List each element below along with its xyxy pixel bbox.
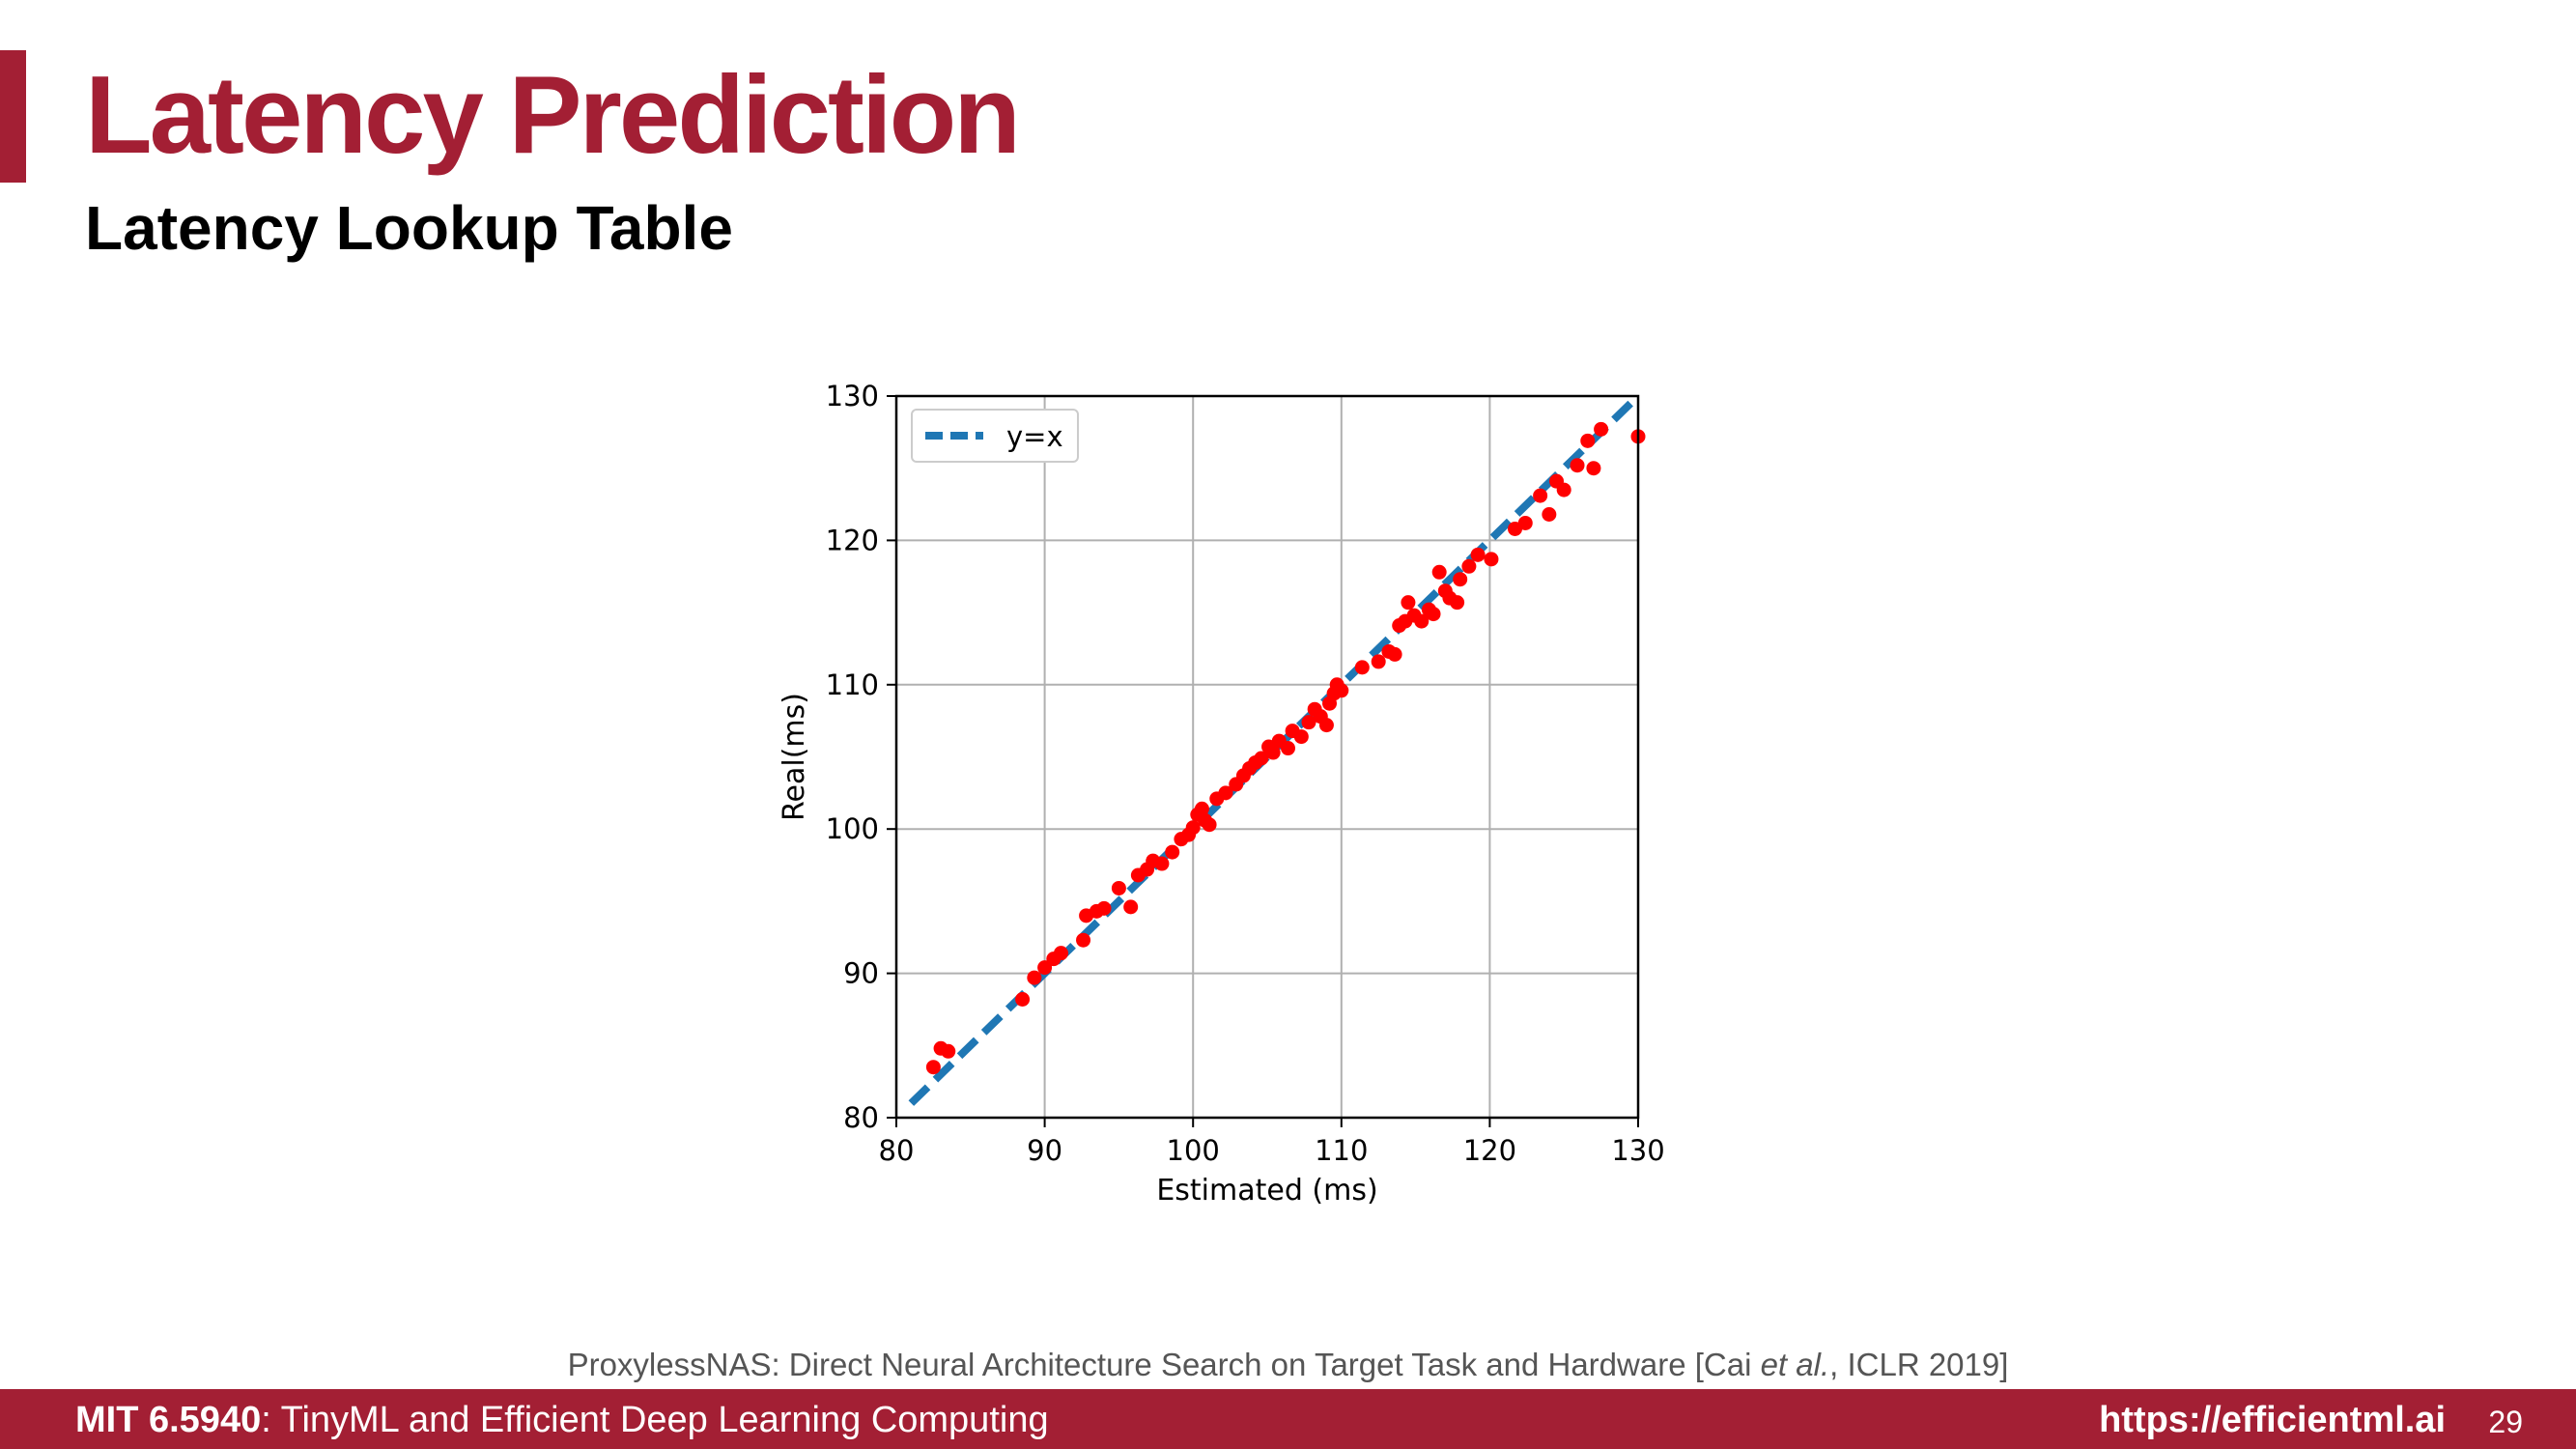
data-point <box>1594 421 1609 437</box>
data-point <box>1533 488 1548 503</box>
data-point <box>1111 880 1126 895</box>
slide-subtitle: Latency Lookup Table <box>85 193 733 263</box>
data-point <box>1371 654 1386 669</box>
citation-text: ProxylessNAS: Direct Neural Architecture… <box>567 1347 1761 1382</box>
data-point <box>1154 856 1170 871</box>
y-tick-label: 120 <box>826 524 879 556</box>
citation: ProxylessNAS: Direct Neural Architecture… <box>0 1346 2576 1384</box>
x-axis-label: Estimated (ms) <box>1156 1174 1377 1208</box>
data-point <box>1194 801 1209 816</box>
legend-box <box>911 409 1079 463</box>
data-point <box>1461 558 1477 574</box>
data-point <box>1185 820 1201 836</box>
data-point <box>1517 515 1533 530</box>
course-code: MIT 6.5940 <box>75 1400 262 1440</box>
y-tick-label: 90 <box>843 957 879 990</box>
legend-label-reference: y=x <box>1006 420 1063 453</box>
footer-bar: MIT 6.5940: TinyML and Efficient Deep Le… <box>0 1389 2576 1449</box>
data-point <box>1165 844 1180 860</box>
slide-title: Latency Prediction <box>85 54 1021 177</box>
data-point <box>941 1043 956 1059</box>
latency-scatter-chart: 80 90 100 110 120 130 80 90 100 110 120 130 y=x Est… <box>778 380 1665 1208</box>
course-url-link[interactable]: https://efficientml.ai <box>2099 1400 2446 1440</box>
x-tick-label: 130 <box>1611 1134 1664 1167</box>
data-point <box>1401 595 1416 611</box>
y-tick-label: 110 <box>826 668 879 701</box>
data-point <box>1414 613 1430 629</box>
citation-venue: , ICLR 2019] <box>1829 1347 2009 1382</box>
data-point <box>1580 433 1596 448</box>
data-point <box>1254 751 1269 766</box>
data-point <box>925 1060 941 1075</box>
data-point <box>1426 607 1441 622</box>
x-tick-label: 110 <box>1315 1134 1368 1167</box>
course-name: : TinyML and Efficient Deep Learning Com… <box>261 1400 1049 1440</box>
data-point <box>1470 547 1486 562</box>
data-point <box>1123 899 1139 915</box>
data-point <box>1570 458 1585 473</box>
plot-frame <box>894 394 1640 1120</box>
data-point <box>1096 900 1112 916</box>
data-point <box>1354 660 1370 675</box>
data-point <box>1453 572 1468 587</box>
data-point <box>1053 946 1068 961</box>
x-tick-label: 80 <box>879 1134 915 1167</box>
y-tick-label: 130 <box>826 380 879 412</box>
y-tick-label: 100 <box>826 812 879 845</box>
data-point <box>1265 745 1281 760</box>
grid-lines <box>895 395 1639 1119</box>
data-point <box>1015 991 1031 1007</box>
data-point <box>1318 718 1334 733</box>
x-tick-label: 100 <box>1167 1134 1220 1167</box>
title-accent-bar <box>0 50 26 183</box>
data-point <box>1556 482 1571 497</box>
x-tick-label: 120 <box>1463 1134 1516 1167</box>
data-point <box>1076 932 1091 948</box>
data-point <box>1301 715 1316 730</box>
citation-et-al: et al. <box>1760 1347 1830 1382</box>
footer-course: MIT 6.5940: TinyML and Efficient Deep Le… <box>75 1399 1049 1441</box>
data-point <box>1281 741 1296 756</box>
data-point <box>1037 960 1053 976</box>
data-point <box>1387 646 1402 662</box>
y-tick-label: 80 <box>843 1101 879 1134</box>
data-points <box>925 421 1646 1075</box>
x-tick-label: 90 <box>1027 1134 1062 1167</box>
data-point <box>1027 970 1042 985</box>
legend: y=x <box>911 409 1079 463</box>
y-axis-label: Real(ms) <box>778 693 811 821</box>
data-point <box>1450 595 1465 611</box>
data-point <box>1218 785 1233 801</box>
axis-ticks: 80 90 100 110 120 130 80 90 100 110 120 130 <box>826 380 1665 1167</box>
page-number: 29 <box>2488 1405 2523 1439</box>
data-point <box>1334 683 1349 698</box>
data-point <box>1542 507 1557 523</box>
data-point <box>1484 552 1499 567</box>
data-point <box>1293 729 1309 745</box>
data-point <box>1202 817 1217 833</box>
data-point <box>1586 461 1601 476</box>
data-point <box>1431 564 1447 580</box>
